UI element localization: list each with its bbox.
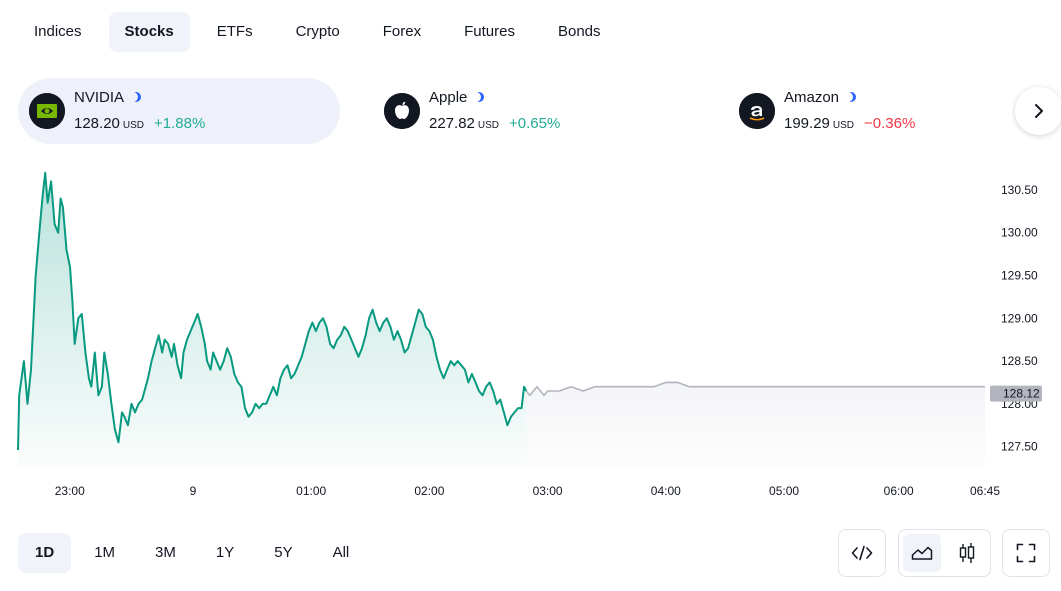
ticker-price: 227.82 bbox=[429, 115, 475, 132]
current-price-tag bbox=[990, 385, 1042, 402]
market-closed-icon bbox=[131, 92, 141, 102]
x-tick-label: 02:00 bbox=[414, 484, 444, 498]
current-price-label: 128.12 bbox=[1003, 387, 1040, 401]
fullscreen-button[interactable] bbox=[1002, 529, 1050, 577]
ticker-apple[interactable]: Apple 227.82 USD +0.65% bbox=[373, 78, 695, 144]
x-tick-label: 23:00 bbox=[55, 484, 85, 498]
ticker-name: Amazon bbox=[784, 89, 840, 106]
market-closed-icon bbox=[846, 92, 856, 102]
area-style-button[interactable] bbox=[903, 534, 941, 572]
code-icon bbox=[851, 545, 873, 561]
x-tick-label: 03:00 bbox=[533, 484, 563, 498]
apple-logo bbox=[384, 93, 420, 129]
period-selector: 1D 1M 3M 1Y 5Y All bbox=[18, 533, 372, 573]
regular-session-area bbox=[18, 172, 527, 469]
fullscreen-icon bbox=[1016, 543, 1036, 563]
x-tick-label: 06:45 bbox=[970, 484, 1000, 498]
tab-etfs[interactable]: ETFs bbox=[216, 23, 253, 40]
ticker-change: +0.65% bbox=[509, 115, 561, 132]
ticker-currency: USD bbox=[122, 120, 145, 131]
extended-session-line bbox=[525, 381, 985, 397]
period-3m[interactable]: 3M bbox=[155, 544, 176, 561]
ticker-change: +1.88% bbox=[154, 115, 206, 132]
x-tick-label: 01:00 bbox=[296, 484, 326, 498]
y-tick-label: 130.00 bbox=[1001, 226, 1038, 240]
ticker-currency: USD bbox=[477, 120, 500, 131]
market-closed-icon bbox=[474, 92, 484, 102]
period-1y[interactable]: 1Y bbox=[215, 544, 235, 561]
ticker-change: −0.36% bbox=[864, 115, 916, 132]
market-tabs: Indices Stocks ETFs Crypto Forex Futures… bbox=[18, 12, 628, 52]
scroll-tickers-right-button[interactable] bbox=[1015, 87, 1061, 135]
ticker-name: Apple bbox=[429, 89, 468, 106]
area-chart-icon bbox=[911, 546, 933, 560]
period-5y[interactable]: 5Y bbox=[274, 544, 293, 561]
extended-session-area bbox=[526, 382, 985, 468]
amazon-logo bbox=[739, 93, 775, 129]
ticker-price: 199.29 bbox=[784, 115, 830, 132]
tab-indices[interactable]: Indices bbox=[34, 23, 82, 40]
y-tick-label: 127.50 bbox=[1001, 440, 1038, 454]
y-tick-label: 130.50 bbox=[1001, 183, 1038, 197]
price-chart[interactable]: 130.50130.00129.50129.00128.50128.00127.… bbox=[0, 150, 1061, 505]
period-1d[interactable]: 1D bbox=[18, 533, 72, 573]
tab-crypto[interactable]: Crypto bbox=[295, 23, 340, 40]
period-all[interactable]: All bbox=[332, 544, 350, 561]
nvidia-logo bbox=[29, 93, 65, 129]
chevron-right-icon bbox=[1035, 104, 1043, 118]
x-tick-label: 9 bbox=[190, 484, 197, 498]
x-tick-label: 05:00 bbox=[769, 484, 799, 498]
ticker-price: 128.20 bbox=[74, 115, 120, 132]
ticker-nvidia[interactable]: NVIDIA 128.20 USD +1.88% bbox=[18, 78, 340, 144]
ticker-name: NVIDIA bbox=[74, 89, 125, 106]
candles-style-button[interactable] bbox=[948, 534, 986, 572]
x-tick-label: 04:00 bbox=[651, 484, 681, 498]
regular-session-line bbox=[17, 171, 528, 451]
y-tick-label: 129.50 bbox=[1001, 269, 1038, 283]
candlestick-icon bbox=[959, 543, 975, 563]
tab-stocks[interactable]: Stocks bbox=[108, 12, 190, 52]
ticker-amazon[interactable]: Amazon 199.29 USD −0.36% bbox=[728, 78, 1050, 144]
tab-bonds[interactable]: Bonds bbox=[557, 23, 601, 40]
y-tick-label: 128.50 bbox=[1001, 354, 1038, 368]
period-1m[interactable]: 1M bbox=[94, 544, 116, 561]
x-tick-label: 06:00 bbox=[884, 484, 914, 498]
tab-futures[interactable]: Futures bbox=[464, 23, 515, 40]
y-tick-label: 129.00 bbox=[1001, 311, 1038, 325]
embed-button[interactable] bbox=[838, 529, 886, 577]
tab-forex[interactable]: Forex bbox=[382, 23, 422, 40]
chart-style-group bbox=[898, 529, 991, 577]
ticker-currency: USD bbox=[832, 120, 855, 131]
ticker-strip: NVIDIA 128.20 USD +1.88% Apple 227.82 USD +0… bbox=[18, 78, 1061, 144]
